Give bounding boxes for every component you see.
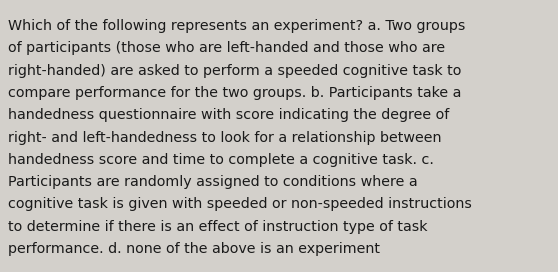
- Text: performance. d. none of the above is an experiment: performance. d. none of the above is an …: [8, 242, 381, 256]
- Text: compare performance for the two groups. b. Participants take a: compare performance for the two groups. …: [8, 86, 462, 100]
- Text: of participants (those who are left-handed and those who are: of participants (those who are left-hand…: [8, 41, 445, 55]
- Text: right-handed) are asked to perform a speeded cognitive task to: right-handed) are asked to perform a spe…: [8, 64, 462, 78]
- Text: handedness questionnaire with score indicating the degree of: handedness questionnaire with score indi…: [8, 108, 450, 122]
- Text: cognitive task is given with speeded or non-speeded instructions: cognitive task is given with speeded or …: [8, 197, 472, 211]
- Text: Participants are randomly assigned to conditions where a: Participants are randomly assigned to co…: [8, 175, 418, 189]
- Text: Which of the following represents an experiment? a. Two groups: Which of the following represents an exp…: [8, 19, 466, 33]
- Text: right- and left-handedness to look for a relationship between: right- and left-handedness to look for a…: [8, 131, 442, 144]
- Text: to determine if there is an effect of instruction type of task: to determine if there is an effect of in…: [8, 220, 428, 234]
- Text: handedness score and time to complete a cognitive task. c.: handedness score and time to complete a …: [8, 153, 434, 167]
